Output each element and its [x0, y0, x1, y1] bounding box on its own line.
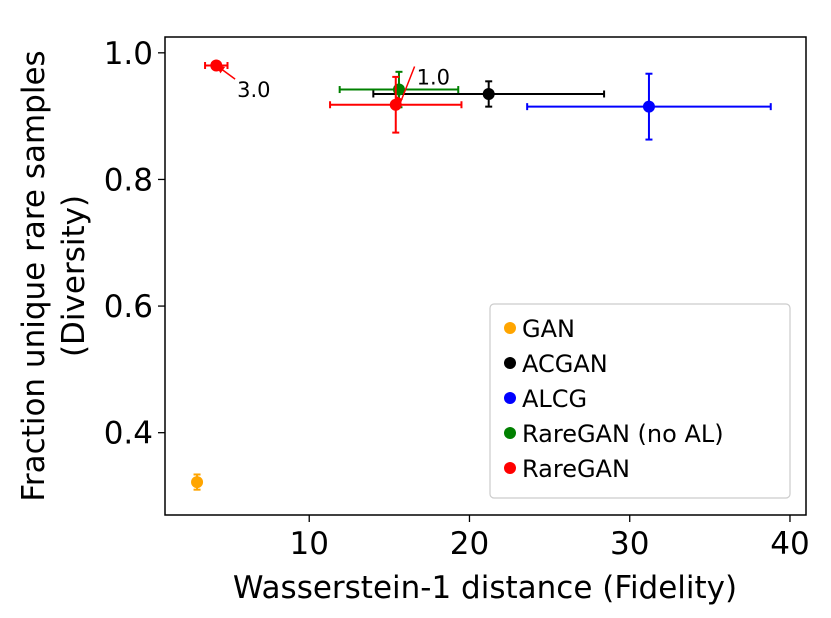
data-point	[482, 87, 495, 100]
legend-label: ALCG	[522, 385, 587, 413]
y-tick-label: 0.6	[104, 289, 153, 325]
annotation-arrowhead	[395, 95, 403, 105]
annotation-label: 3.0	[237, 78, 270, 102]
x-tick-label: 10	[289, 526, 328, 562]
legend-label: RareGAN	[522, 455, 630, 483]
legend-marker	[504, 322, 516, 334]
legend-label: GAN	[522, 315, 575, 343]
legend-label: RareGAN (no AL)	[522, 420, 724, 448]
y-axis-ticks: 0.4 0.6 0.8 1.0	[104, 36, 165, 452]
data-point	[191, 476, 204, 489]
data-marks	[191, 59, 772, 491]
legend-marker	[504, 427, 516, 439]
legend-label: ACGAN	[522, 350, 608, 378]
legend-marker	[504, 462, 516, 474]
y-axis-title-line1: Fraction unique rare samples	[16, 50, 52, 501]
x-tick-label: 30	[610, 526, 649, 562]
y-tick-label: 0.8	[104, 162, 153, 198]
y-tick-label: 0.4	[104, 416, 153, 452]
x-tick-label: 20	[450, 526, 489, 562]
annotation-arrowhead	[216, 65, 226, 74]
legend-marker	[504, 357, 516, 369]
legend-marker	[504, 392, 516, 404]
data-point	[642, 100, 655, 113]
annotation-label: 1.0	[417, 65, 450, 89]
legend-frame	[489, 303, 791, 499]
legend: GAN ACGAN ALCG RareGAN (no AL) RareGAN	[489, 303, 791, 499]
x-axis-ticks: 10 20 30 40	[289, 515, 810, 562]
annotations: 3.0 1.0	[216, 65, 450, 108]
x-axis-title: Wasserstein-1 distance (Fidelity)	[233, 570, 737, 606]
y-axis-title-line2: (Diversity)	[56, 195, 92, 357]
y-tick-label: 1.0	[104, 36, 153, 72]
x-tick-label: 40	[770, 526, 809, 562]
